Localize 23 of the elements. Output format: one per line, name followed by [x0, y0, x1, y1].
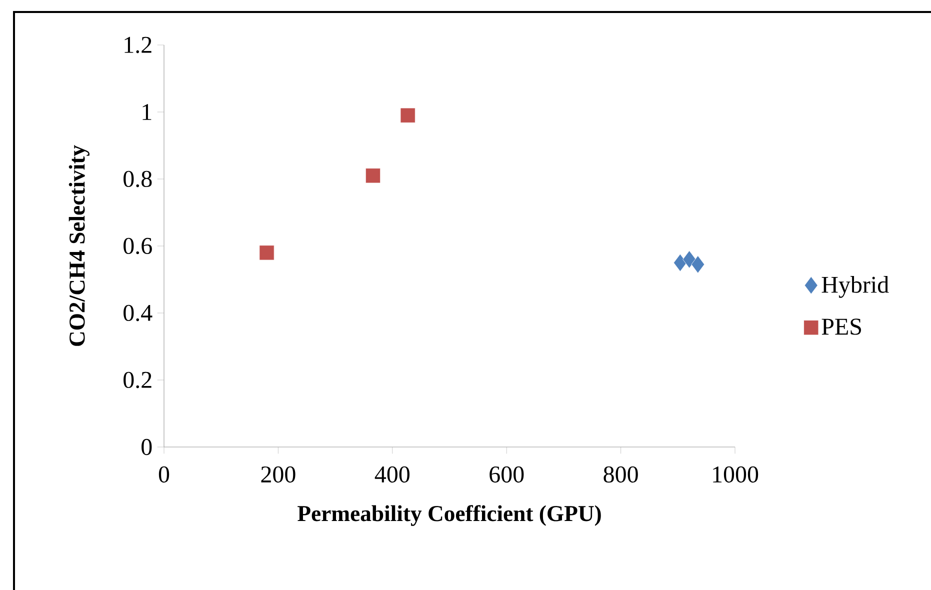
- y-tick-label: 0.6: [124, 238, 152, 254]
- point: [365, 168, 381, 184]
- x-tick-label: 800: [604, 466, 638, 483]
- y-tick-label: 0: [142, 438, 152, 456]
- x-axis-title: Permeability Coefficient (GPU): [298, 505, 601, 526]
- legend-label: Hybrid: [822, 276, 889, 298]
- point: [673, 254, 687, 272]
- point: [400, 108, 416, 123]
- x-tick-label: 200: [261, 466, 296, 483]
- point: [682, 250, 696, 268]
- x-tick-label: 400: [374, 466, 410, 483]
- legend-label: PES: [822, 318, 861, 335]
- x-tick-label: 1000: [713, 466, 758, 483]
- y-tick-label: 0.2: [124, 372, 152, 388]
- point: [259, 245, 274, 260]
- y-tick-label: 0.8: [124, 170, 152, 188]
- y-tick-label: 1: [142, 104, 152, 120]
- y-tick-label: 1.2: [124, 36, 152, 54]
- y-tick-label: 0.4: [124, 304, 152, 322]
- x-tick-label: 0: [158, 466, 170, 483]
- y-axis-title: CO2/CH4 Selectivity: [68, 145, 90, 346]
- x-tick-label: 600: [490, 466, 524, 483]
- point: [691, 256, 705, 274]
